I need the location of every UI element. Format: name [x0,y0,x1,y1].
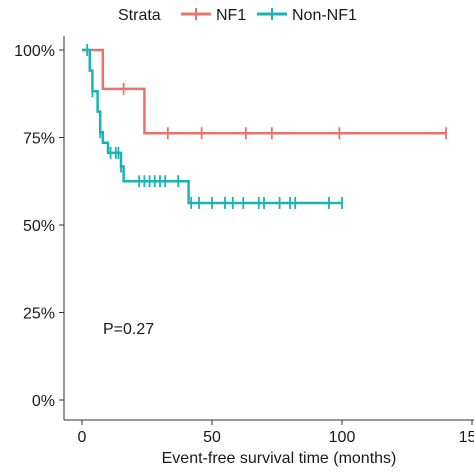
survival-line-non-nf1 [82,48,342,205]
y-tick-label: 25% [23,306,55,323]
legend-entry-nf1: NF1 [181,7,246,24]
y-tick-label: 0% [32,393,55,410]
y-tick-label: 75% [23,131,55,148]
legend-title: Strata [118,7,161,24]
legend-label-nf1: NF1 [216,7,246,24]
axes: 0% 25% 50% 75% 100% 0 50 100 150 [14,36,474,446]
x-tick-label: 100 [329,429,356,446]
x-tick-label: 50 [203,429,221,446]
y-tick-label: 100% [14,43,55,60]
p-value-annotation: P=0.27 [103,321,154,338]
y-tick-label: 50% [23,218,55,235]
legend: Strata NF1 Non-NF1 [118,7,357,24]
x-tick-label: 0 [78,429,87,446]
legend-label-non-nf1: Non-NF1 [292,7,357,24]
y-ticks: 0% 25% 50% 75% 100% [14,43,64,410]
series-nf1 [82,48,447,140]
x-tick-label: 150 [459,429,474,446]
survival-line-nf1 [82,48,446,135]
x-ticks: 0 50 100 150 [78,420,474,446]
x-axis-title: Event-free survival time (months) [162,450,397,467]
survival-curves [82,44,447,209]
legend-entry-non-nf1: Non-NF1 [257,7,357,24]
series-non-nf1 [82,44,343,209]
